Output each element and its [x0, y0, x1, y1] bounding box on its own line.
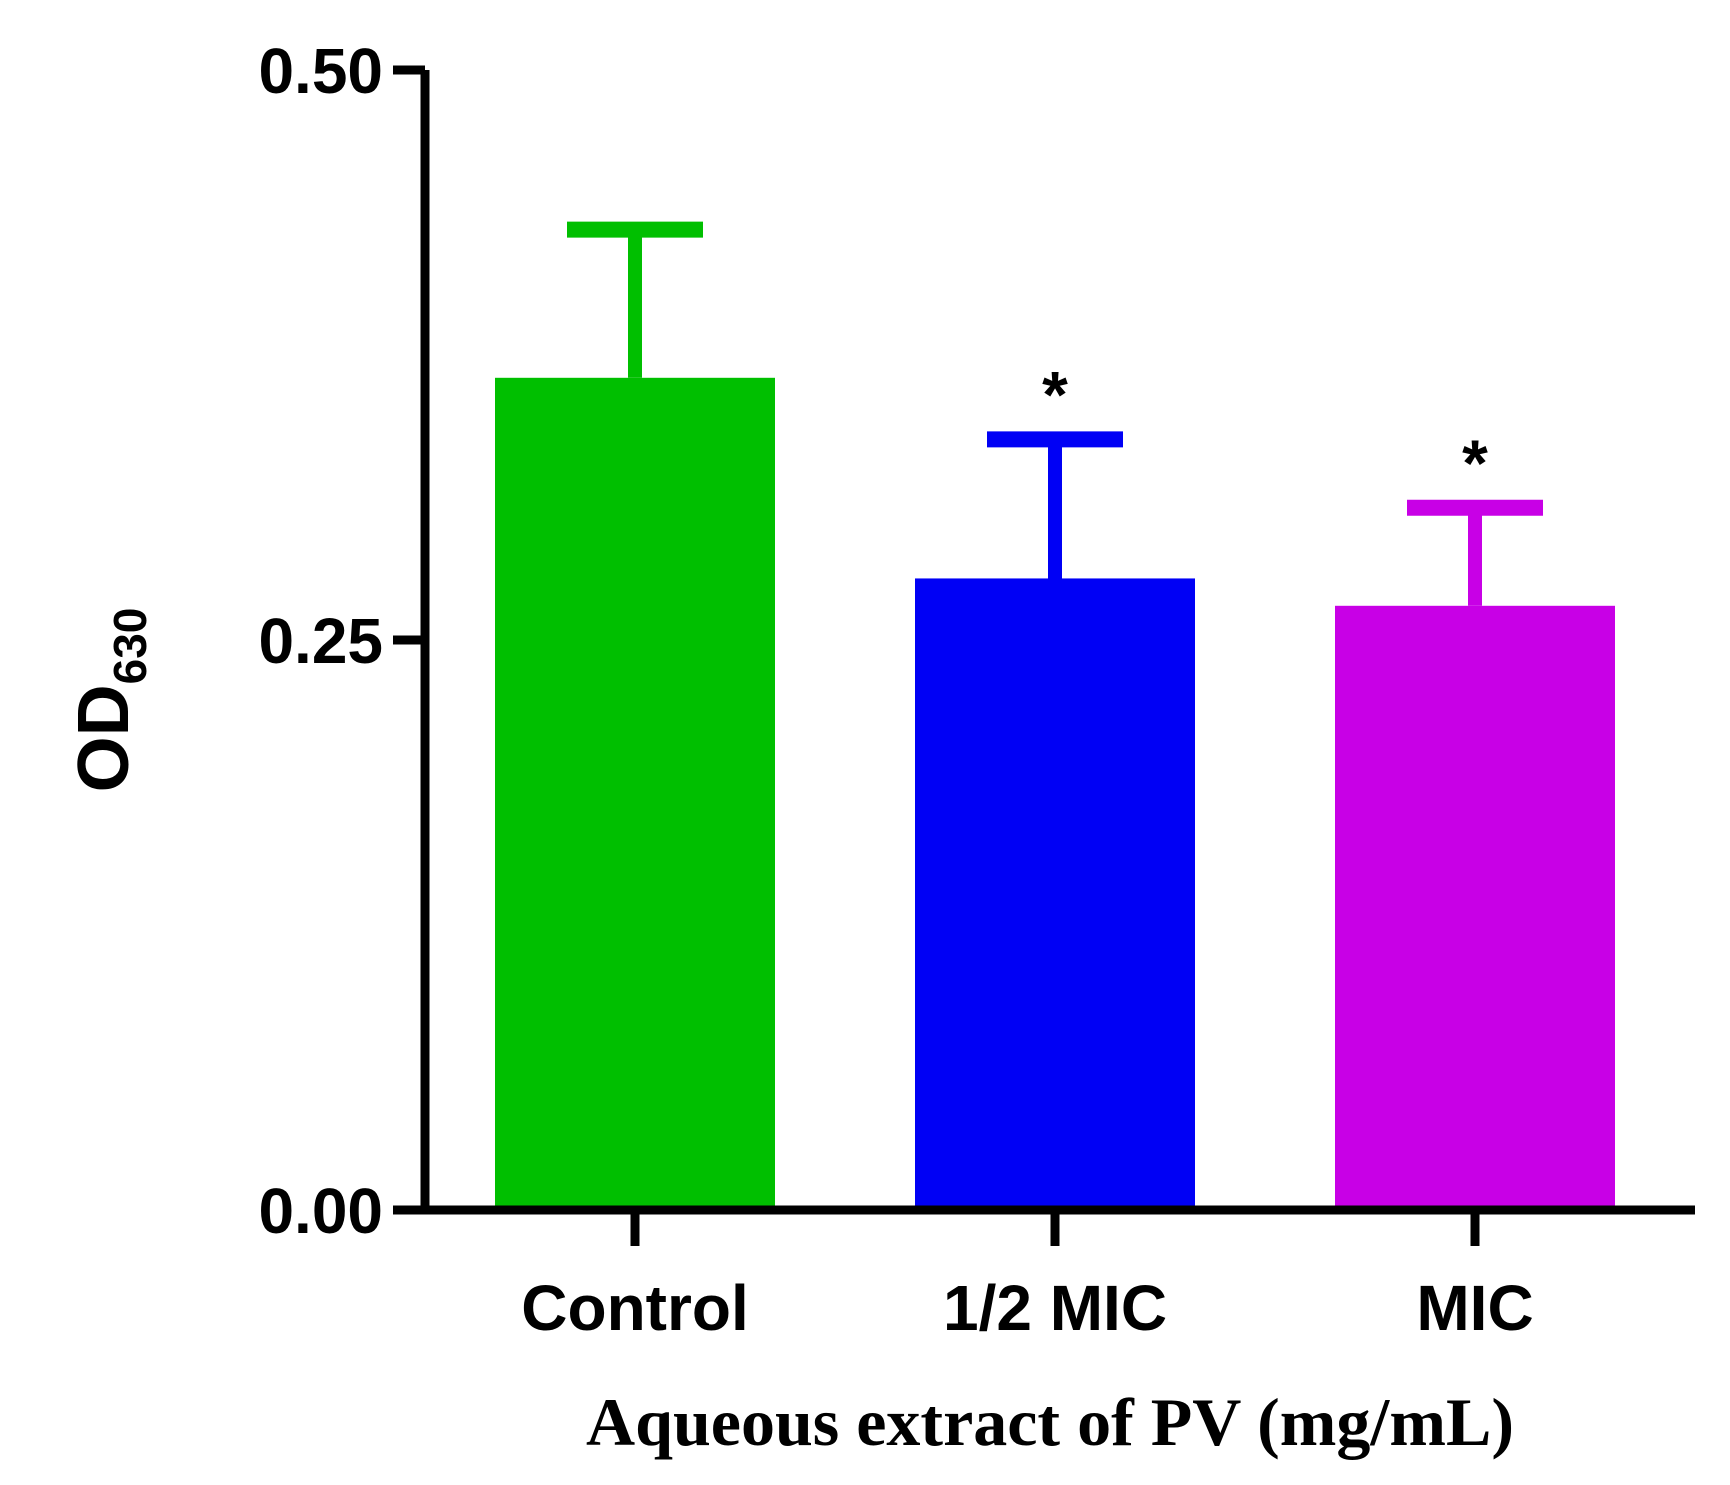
x-tick-label-1: 1/2 MIC: [943, 1272, 1167, 1344]
y-axis: 0.00 0.25 0.50: [258, 35, 430, 1247]
y-axis-title-subscript: 630: [104, 608, 156, 685]
significance-mark-2: *: [1462, 426, 1488, 500]
x-tick-label-2: MIC: [1416, 1272, 1533, 1344]
bar-1: [915, 578, 1195, 1210]
x-tick-label-0: Control: [521, 1272, 749, 1344]
error-bars-group: [567, 221, 1543, 606]
bars-group: [495, 377, 1615, 1210]
y-axis-title: OD630: [64, 608, 156, 793]
significance-mark-1: *: [1042, 357, 1068, 431]
significance-marks-group: **: [1042, 357, 1488, 499]
bar-0: [495, 377, 775, 1210]
y-tick-label-2: 0.50: [258, 35, 383, 107]
y-tick-label-0: 0.00: [258, 1175, 383, 1247]
bar-2: [1335, 605, 1615, 1210]
y-axis-title-main: OD: [64, 684, 144, 792]
x-axis: Control 1/2 MIC MIC: [421, 1205, 1695, 1344]
x-axis-title: Aqueous extract of PV (mg/mL): [586, 1384, 1514, 1460]
y-tick-label-1: 0.25: [258, 605, 383, 677]
